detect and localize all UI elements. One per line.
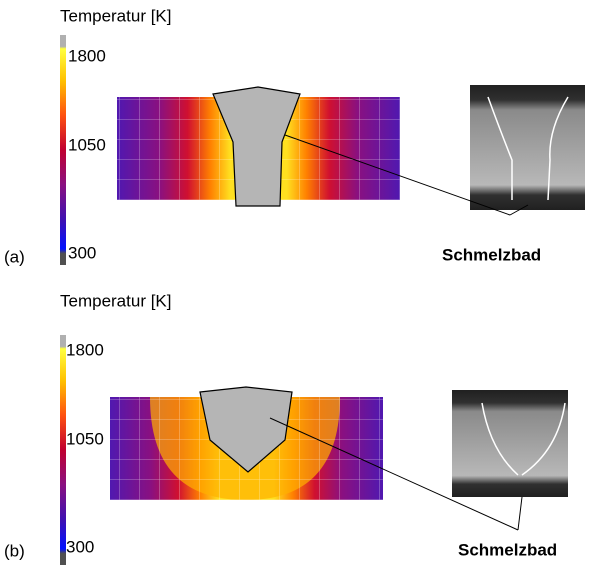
panel-label: (b): [4, 541, 25, 560]
panel-label: (a): [4, 247, 25, 266]
panel-a: Temperatur [K] 1800 1050 300 (a) Schmelz…: [4, 6, 585, 266]
colorbar: [60, 335, 66, 565]
colorbar-title: Temperatur [K]: [60, 291, 172, 310]
micrograph: [470, 85, 585, 210]
colorbar-tick: 1050: [66, 429, 104, 448]
colorbar: [60, 35, 66, 265]
colorbar-tick: 1800: [66, 340, 104, 359]
colorbar-tick: 1800: [68, 46, 106, 65]
annotation: Schmelzbad: [458, 540, 557, 559]
colorbar-title: Temperatur [K]: [60, 6, 172, 25]
colorbar-tick: 300: [68, 243, 96, 262]
panel-b: Temperatur [K] 1800 1050 300 (b) Schmelz…: [4, 291, 568, 565]
figure: Temperatur [K] 1800 1050 300 (a) Schmelz…: [0, 0, 597, 569]
colorbar-tick: 1050: [68, 135, 106, 154]
colorbar-tick: 300: [66, 537, 94, 556]
annotation: Schmelzbad: [442, 245, 541, 264]
